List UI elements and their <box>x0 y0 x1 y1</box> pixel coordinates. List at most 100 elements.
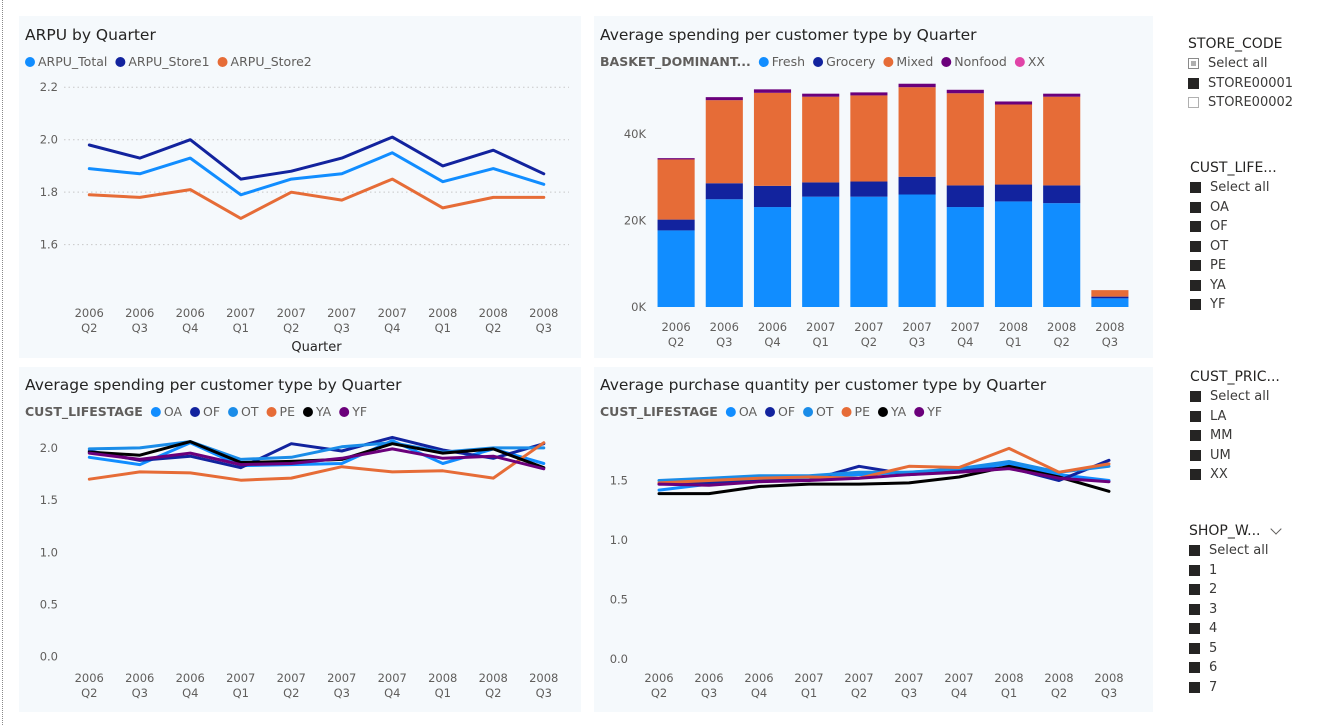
checkbox[interactable] <box>1189 662 1200 674</box>
bar-segment-grocery[interactable] <box>705 183 743 200</box>
checkbox[interactable] <box>1188 58 1199 70</box>
series-line-of[interactable] <box>87 435 546 470</box>
checkbox[interactable] <box>1189 642 1200 654</box>
slicer-item[interactable]: STORE00001 <box>1188 74 1313 94</box>
cust-lifestage-slicer[interactable]: CUST_LIFE... Select all OA OF OT PE YA YF <box>1190 158 1315 315</box>
checkbox[interactable] <box>1188 77 1199 89</box>
bar-segment-grocery[interactable] <box>1091 296 1129 299</box>
checkbox[interactable] <box>1189 564 1200 576</box>
spending-lifestage-line-chart[interactable]: Average spending per customer type by Qu… <box>19 367 581 712</box>
checkbox[interactable] <box>1190 260 1201 272</box>
bar-segment-nonfood[interactable] <box>802 93 840 97</box>
slicer-item[interactable]: YF <box>1190 295 1315 315</box>
bar-segment-mixed[interactable] <box>898 87 936 177</box>
bar-segment-grocery[interactable] <box>898 176 936 195</box>
slicer-item[interactable]: Select all <box>1189 541 1314 561</box>
bar-segment-fresh[interactable] <box>1091 298 1129 307</box>
shop-week-slicer[interactable]: SHOP_W... Select all 1 2 3 4 5 6 7 <box>1189 521 1314 697</box>
series-line-arpu-store1[interactable] <box>87 135 546 181</box>
checkbox[interactable] <box>1189 623 1200 635</box>
checkbox[interactable] <box>1190 240 1201 252</box>
bar-segment-fresh[interactable] <box>850 196 888 307</box>
store-code-slicer[interactable]: STORE_CODE Select all STORE00001 STORE0000… <box>1188 34 1313 113</box>
slicer-item[interactable]: Select all <box>1188 54 1313 74</box>
bar-segment-nonfood[interactable] <box>850 92 888 96</box>
slicer-item[interactable]: UM <box>1190 446 1315 466</box>
checkbox[interactable] <box>1190 299 1201 311</box>
bar-segment-mixed[interactable] <box>753 92 792 186</box>
slicer-item[interactable]: 7 <box>1189 678 1314 698</box>
bar-segment-mixed[interactable] <box>1043 96 1081 186</box>
arpu-line-chart[interactable]: ARPU by Quarter ARPU_Total ARPU_Store1 ARPU… <box>19 16 581 358</box>
checkbox[interactable] <box>1190 449 1201 461</box>
checkbox[interactable] <box>1189 584 1200 596</box>
checkbox[interactable] <box>1190 430 1201 442</box>
checkbox[interactable] <box>1190 182 1201 194</box>
bar-segment-grocery[interactable] <box>753 185 792 208</box>
slicer-item[interactable]: Select all <box>1190 387 1315 407</box>
slicer-item[interactable]: OA <box>1190 198 1315 218</box>
slicer-item[interactable]: 5 <box>1189 639 1314 659</box>
bar-segment-mixed[interactable] <box>850 95 888 182</box>
checkbox[interactable] <box>1189 545 1200 557</box>
bar-segment-nonfood[interactable] <box>705 97 743 101</box>
bar-segment-mixed[interactable] <box>657 159 695 220</box>
checkbox[interactable] <box>1190 391 1201 403</box>
bar-segment-mixed[interactable] <box>705 100 743 184</box>
bar-segment-nonfood[interactable] <box>657 158 695 160</box>
bar-segment-grocery[interactable] <box>1043 185 1081 204</box>
slicer-item[interactable]: 3 <box>1189 600 1314 620</box>
slicer-item[interactable]: OF <box>1190 217 1315 237</box>
slicer-item[interactable]: XX <box>1190 465 1315 485</box>
slicer-item[interactable]: STORE00002 <box>1188 93 1313 113</box>
bar-segment-grocery[interactable] <box>657 219 695 231</box>
quantity-lifestage-line-chart[interactable]: Average purchase quantity per customer t… <box>594 367 1153 712</box>
checkbox[interactable] <box>1190 201 1201 213</box>
series-line-yf[interactable] <box>657 467 1111 487</box>
slicer-item[interactable]: 6 <box>1189 658 1314 678</box>
bar-segment-fresh[interactable] <box>898 194 936 308</box>
bar-segment-nonfood[interactable] <box>753 89 792 93</box>
slicer-item[interactable]: MM <box>1190 426 1315 446</box>
bar-segment-fresh[interactable] <box>705 199 743 307</box>
checkbox[interactable] <box>1190 469 1201 481</box>
slicer-item[interactable]: LA <box>1190 407 1315 427</box>
bar-segment-mixed[interactable] <box>1091 290 1129 297</box>
series-line-arpu-store2[interactable] <box>87 177 546 220</box>
cust-price-slicer[interactable]: CUST_PRIC... Select all LA MM UM XX <box>1190 367 1315 485</box>
series-line-ya[interactable] <box>657 464 1111 496</box>
checkbox[interactable] <box>1189 681 1200 693</box>
bar-segment-fresh[interactable] <box>946 207 984 307</box>
checkbox[interactable] <box>1190 279 1201 291</box>
bar-segment-grocery[interactable] <box>994 184 1033 202</box>
slicer-item[interactable]: 2 <box>1189 580 1314 600</box>
chevron-down-icon[interactable] <box>1270 522 1283 535</box>
slicer-item[interactable]: Select all <box>1190 178 1315 198</box>
bar-segment-grocery[interactable] <box>850 181 888 197</box>
series-line-pe[interactable] <box>657 446 1111 485</box>
bar-segment-fresh[interactable] <box>753 207 792 307</box>
bar-segment-fresh[interactable] <box>657 230 695 307</box>
bar-segment-mixed[interactable] <box>802 96 840 183</box>
bar-segment-fresh[interactable] <box>1043 203 1081 307</box>
bar-segment-nonfood[interactable] <box>898 83 936 88</box>
checkbox[interactable] <box>1188 97 1199 109</box>
bar-segment-grocery[interactable] <box>946 185 984 208</box>
bar-segment-grocery[interactable] <box>802 182 840 197</box>
bar-segment-nonfood[interactable] <box>994 101 1033 105</box>
bar-segment-nonfood[interactable] <box>946 89 984 94</box>
slicer-item[interactable]: PE <box>1190 256 1315 276</box>
bar-segment-mixed[interactable] <box>946 93 984 186</box>
bar-segment-nonfood[interactable] <box>1043 93 1081 97</box>
bar-segment-fresh[interactable] <box>994 201 1033 307</box>
series-line-yf[interactable] <box>87 447 546 471</box>
series-line-arpu-total[interactable] <box>87 151 546 197</box>
slicer-item[interactable]: 4 <box>1189 619 1314 639</box>
checkbox[interactable] <box>1190 221 1201 233</box>
bar-segment-fresh[interactable] <box>802 196 840 307</box>
slicer-item[interactable]: 1 <box>1189 561 1314 581</box>
slicer-item[interactable]: YA <box>1190 276 1315 296</box>
spending-basket-stacked-bar-chart[interactable]: Average spending per customer type by Qu… <box>594 16 1153 358</box>
bar-segment-mixed[interactable] <box>994 104 1033 185</box>
checkbox[interactable] <box>1190 410 1201 422</box>
